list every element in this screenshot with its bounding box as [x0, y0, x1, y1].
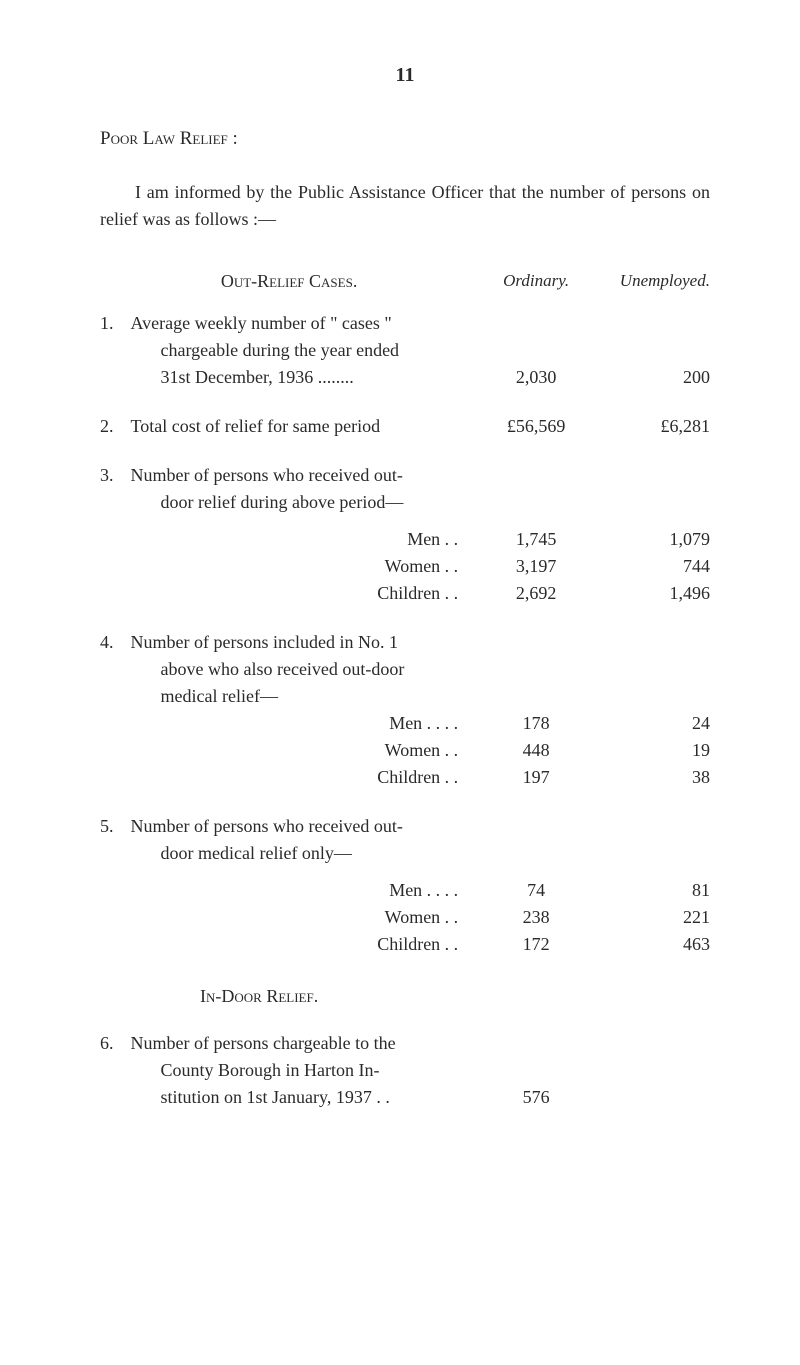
- unemployed-header: Unemployed.: [594, 268, 710, 295]
- item-text: above who also received out-door: [131, 656, 479, 683]
- value-unemployed: 38: [594, 764, 710, 791]
- item-text: County Borough in Harton In-: [131, 1057, 479, 1084]
- item-text: Number of persons chargeable to the: [131, 1030, 479, 1057]
- value-unemployed: 744: [594, 553, 710, 580]
- value-unemployed: 1,079: [594, 526, 710, 553]
- item-text: Number of persons who received out-: [131, 462, 479, 489]
- item-3: 3. Number of persons who received out- d…: [100, 462, 710, 607]
- item-4: 4. Number of persons included in No. 1 a…: [100, 629, 710, 791]
- women-label: Women . .: [100, 553, 478, 580]
- intro-paragraph: I am informed by the Public Assistance O…: [100, 179, 710, 233]
- in-door-relief-title: In-Door Relief.: [200, 983, 710, 1010]
- value-ordinary: 2,030: [478, 364, 594, 391]
- value-ordinary: 3,197: [478, 553, 594, 580]
- item-number: 3.: [100, 462, 131, 489]
- item-6: 6. Number of persons chargeable to the C…: [100, 1030, 710, 1111]
- children-label: Children . .: [100, 764, 478, 791]
- value-ordinary: 1,745: [478, 526, 594, 553]
- value-ordinary: 448: [478, 737, 594, 764]
- item-text: Number of persons included in No. 1: [131, 629, 479, 656]
- item-2: 2. Total cost of relief for same period …: [100, 413, 710, 440]
- value-unemployed: 1,496: [594, 580, 710, 607]
- value-ordinary: 74: [478, 877, 594, 904]
- value-ordinary: 576: [478, 1084, 594, 1111]
- value-unemployed: 221: [594, 904, 710, 931]
- item-5: 5. Number of persons who received out- d…: [100, 813, 710, 958]
- item-1: 1. Average weekly number of " cases " ch…: [100, 310, 710, 391]
- item-text: door medical relief only—: [131, 840, 479, 867]
- item-text: chargeable during the year ended: [131, 337, 479, 364]
- out-relief-header: Out-Relief Cases.: [100, 268, 478, 295]
- item-number: 1.: [100, 310, 131, 337]
- item-number: 5.: [100, 813, 131, 840]
- item-text: Average weekly number of " cases ": [131, 310, 479, 337]
- value-unemployed: £6,281: [594, 413, 710, 440]
- value-unemployed: 463: [594, 931, 710, 958]
- item-number: 2.: [100, 413, 131, 440]
- page-number: 11: [100, 60, 710, 90]
- value-ordinary: 178: [478, 710, 594, 737]
- value-unemployed: 24: [594, 710, 710, 737]
- item-text: stitution on 1st January, 1937 . .: [131, 1084, 479, 1111]
- children-label: Children . .: [100, 931, 478, 958]
- women-label: Women . .: [100, 737, 478, 764]
- women-label: Women . .: [100, 904, 478, 931]
- item-text: medical relief—: [131, 683, 479, 710]
- item-text: door relief during above period—: [131, 489, 479, 516]
- value-unemployed: 200: [594, 364, 710, 391]
- children-label: Children . .: [100, 580, 478, 607]
- item-text: 31st December, 1936 ........: [131, 364, 479, 391]
- value-unemployed: 19: [594, 737, 710, 764]
- column-headers: Out-Relief Cases. Ordinary. Unemployed.: [100, 268, 710, 295]
- value-ordinary: 2,692: [478, 580, 594, 607]
- item-number: 4.: [100, 629, 131, 656]
- men-label: Men . . . .: [100, 710, 478, 737]
- value-ordinary: 172: [478, 931, 594, 958]
- men-label: Men . .: [100, 526, 478, 553]
- item-number: 6.: [100, 1030, 131, 1057]
- item-text: Number of persons who received out-: [131, 813, 479, 840]
- value-ordinary: 238: [478, 904, 594, 931]
- men-label: Men . . . .: [100, 877, 478, 904]
- ordinary-header: Ordinary.: [478, 268, 594, 295]
- value-unemployed: 81: [594, 877, 710, 904]
- value-ordinary: £56,569: [478, 413, 594, 440]
- item-text: Total cost of relief for same period: [131, 413, 479, 440]
- section-title: Poor Law Relief :: [100, 125, 710, 154]
- value-ordinary: 197: [478, 764, 594, 791]
